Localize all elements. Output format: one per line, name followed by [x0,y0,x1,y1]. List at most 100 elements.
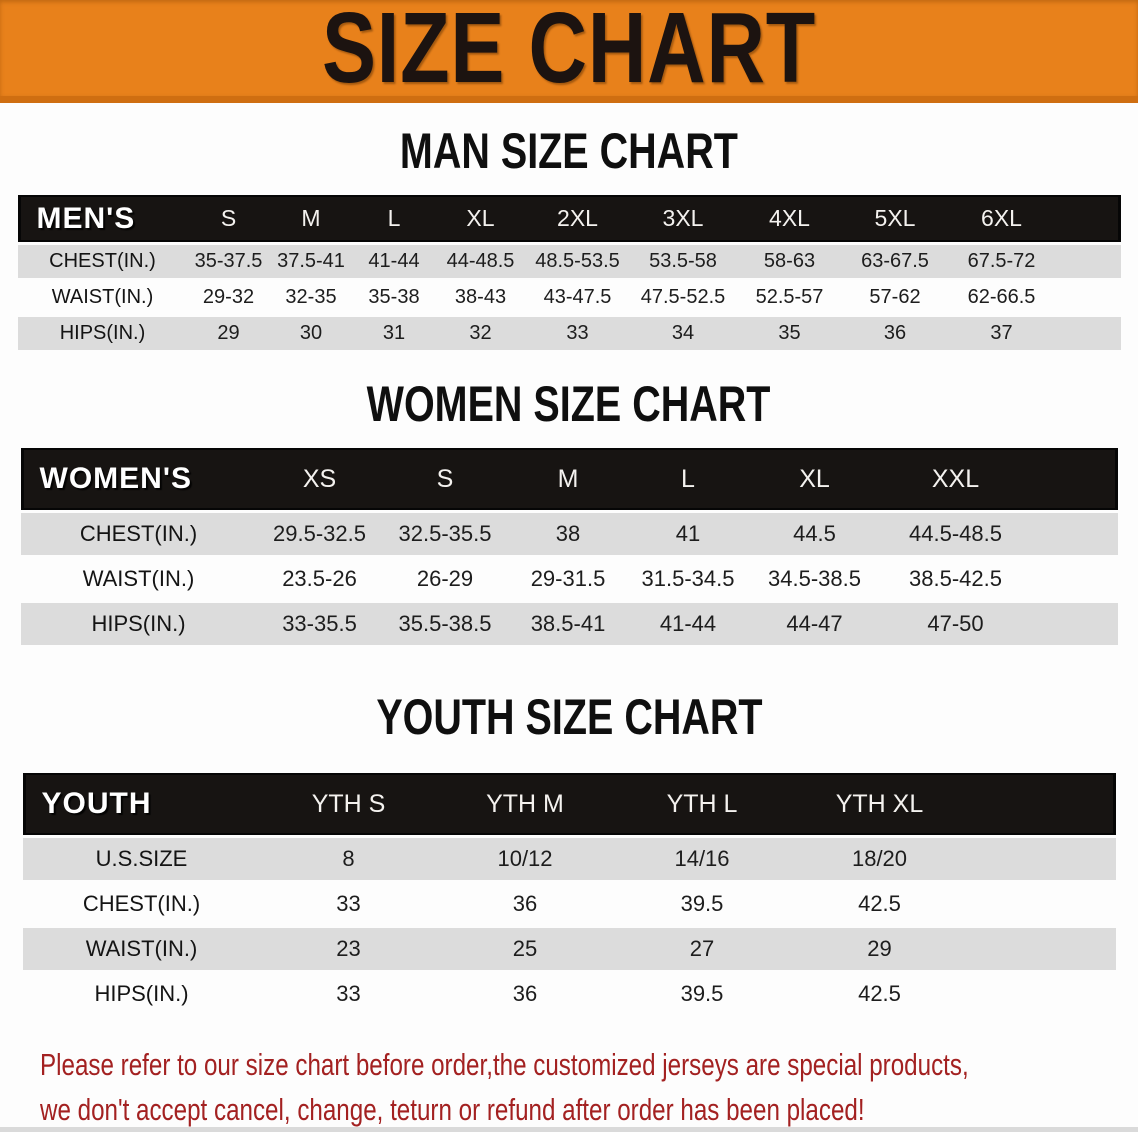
column-header: M [507,448,629,510]
size-value-cell: 29 [217,322,240,344]
size-value-cell: 39.5 [680,891,724,916]
size-value-cell: 33 [336,891,361,916]
size-value-cell: 27 [689,936,715,961]
column-header: XS [256,448,383,510]
size-table: WOMEN'S XS S M L XL XXL CHEST(IN.) 29.5-32.5 32.… [20,445,1118,648]
row-label: HIPS(IN.) [91,611,186,636]
column-header: 2XL [525,195,630,242]
size-value-cell: 33-35.5 [282,611,357,636]
table-row: CHEST(IN.) 33 36 39.5 42.5 [22,883,1116,925]
table-row: CHEST(IN.) 29.5-32.5 32.5-35.5 38 41 44.5 44.5… [20,513,1118,555]
column-header: YTH M [436,773,614,835]
size-value-cell: 44.5 [793,521,836,546]
table-corner-label: MEN'S [17,195,188,242]
size-value-cell: 38.5-42.5 [909,566,1002,591]
size-value-cell: 58-63 [763,250,816,272]
size-value-cell: 10/12 [497,846,553,871]
size-value-cell: 42.5 [858,981,901,1006]
table-row: WAIST(IN.) 23 25 27 29 [22,928,1116,970]
banner: SIZE CHART [0,0,1138,103]
table-header-row: WOMEN'S XS S M L XL XXL [20,448,1118,510]
section-heading: WOMEN SIZE CHART [367,376,771,432]
row-label: CHEST(IN.) [82,891,201,916]
row-label: HIPS(IN.) [94,981,189,1006]
size-chart-section: MAN SIZE CHART MEN'S S M L XL 2XL 3XL 4XL 5XL 6XL… [0,123,1138,353]
size-value-cell: 29 [867,936,892,961]
size-value-cell: 63-67.5 [861,250,929,272]
section-heading: YOUTH SIZE CHART [375,689,763,745]
size-value-cell: 48.5-53.5 [535,250,620,272]
size-value-cell: 32 [469,322,492,344]
size-value-cell: 32.5-35.5 [398,521,492,546]
size-value-cell: 36 [883,322,907,344]
size-value-cell: 36 [512,891,538,916]
table-row: HIPS(IN.) 33 36 39.5 42.5 [22,973,1116,1015]
size-value-cell: 38 [555,521,581,546]
size-value-cell: 34 [671,322,695,344]
table-row: HIPS(IN.) 29 30 31 32 33 34 35 36 37 [17,317,1121,350]
column-header: 4XL [736,195,843,242]
filler-cell [1029,448,1118,510]
size-value-cell: 31.5-34.5 [641,566,735,591]
size-chart-section: WOMEN SIZE CHART WOMEN'S XS S M L XL XXL CHEST… [0,376,1138,648]
size-value-cell: 44.5-48.5 [909,521,1002,546]
size-value-cell: 35-38 [368,286,420,308]
size-value-cell: 34.5-38.5 [768,566,861,591]
size-value-cell: 44-48.5 [446,250,515,272]
filler-cell [1056,281,1121,314]
column-header: YTH S [260,773,437,835]
size-table: YOUTH YTH S YTH M YTH L YTH XL U.S.SIZE 8 10/1… [22,770,1116,1018]
size-value-cell: 52.5-57 [755,286,824,308]
section-heading: MAN SIZE CHART [400,123,738,179]
footer-note-line2: we don't accept cancel, change, teturn o… [40,1092,865,1127]
filler-cell [969,883,1116,925]
size-value-cell: 8 [342,846,355,871]
size-value-cell: 57-62 [869,286,921,308]
filler-cell [1056,317,1121,350]
column-header: XL [435,195,526,242]
filler-cell [969,928,1116,970]
column-header: YTH L [613,773,791,835]
size-value-cell: 26-29 [416,566,474,591]
column-header: XL [747,448,882,510]
size-value-cell: 25 [512,936,538,961]
size-value-cell: 47.5-52.5 [640,286,726,308]
size-value-cell: 35 [778,322,801,344]
size-value-cell: 23 [336,936,361,961]
size-value-cell: 41-44 [368,250,420,272]
size-value-cell: 41 [675,521,701,546]
filler-cell [1030,513,1118,555]
row-label: HIPS(IN.) [59,322,146,344]
table-row: U.S.SIZE 8 10/12 14/16 18/20 [22,838,1116,880]
size-value-cell: 29-32 [202,286,255,308]
size-value-cell: 37 [990,322,1013,344]
filler-cell [968,773,1116,835]
banner-title: SIZE CHART [321,0,817,104]
row-label: WAIST(IN.) [51,286,154,308]
size-value-cell: 23.5-26 [282,566,357,591]
size-value-cell: 38-43 [454,286,507,308]
row-label: U.S.SIZE [95,846,188,871]
size-value-cell: 67.5-72 [967,250,1036,272]
filler-cell [969,838,1116,880]
column-header: M [269,195,353,242]
filler-cell [1056,245,1121,278]
column-header: S [187,195,270,242]
size-table: MEN'S S M L XL 2XL 3XL 4XL 5XL 6XL CHEST(IN.) 35-3… [17,192,1121,353]
size-value-cell: 44-47 [786,611,843,636]
column-header: L [352,195,436,242]
column-header: XXL [881,448,1030,510]
row-label: CHEST(IN.) [49,250,156,272]
column-header: 3XL [629,195,737,242]
size-value-cell: 33 [336,981,361,1006]
column-header: 6XL [947,195,1056,242]
filler-cell [1030,603,1118,645]
size-value-cell: 38.5-41 [530,611,606,636]
footer-note: Please refer to our size chart before or… [0,1042,1138,1132]
column-header: L [628,448,748,510]
size-value-cell: 31 [382,322,406,344]
row-label: CHEST(IN.) [79,521,198,546]
column-header: S [382,448,508,510]
table-corner-label: YOUTH [22,773,261,835]
